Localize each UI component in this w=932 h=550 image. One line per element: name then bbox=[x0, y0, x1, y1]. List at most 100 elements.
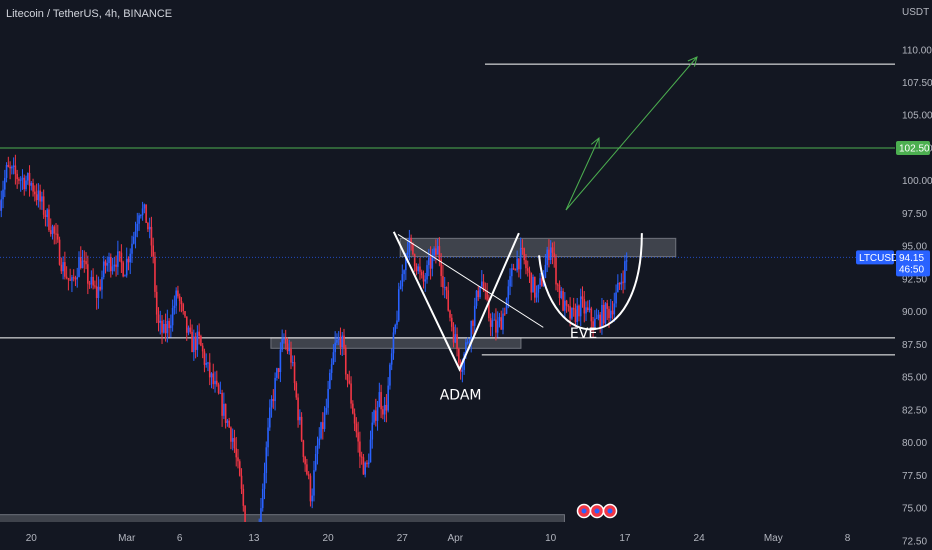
candle-body bbox=[482, 281, 485, 291]
candle-body bbox=[14, 165, 17, 174]
candle-body bbox=[72, 277, 75, 279]
candle-body bbox=[117, 251, 119, 267]
candle-body bbox=[625, 260, 628, 262]
candle-body bbox=[378, 392, 381, 408]
candle-body bbox=[58, 239, 61, 265]
candle-body bbox=[95, 286, 98, 298]
candle-body bbox=[270, 399, 273, 408]
candle-body bbox=[309, 475, 312, 502]
level-badge-label-0: 102.50 bbox=[899, 143, 930, 154]
candle-body bbox=[48, 209, 50, 231]
candle-body bbox=[592, 321, 594, 327]
candle-body bbox=[191, 331, 193, 353]
candle-body bbox=[155, 291, 158, 315]
candle-body bbox=[615, 292, 617, 304]
candle-body bbox=[355, 423, 358, 433]
candle-body bbox=[60, 264, 63, 272]
candle-body bbox=[147, 222, 149, 230]
candle-body bbox=[67, 277, 70, 280]
candle-body bbox=[233, 438, 236, 449]
candle-body bbox=[350, 383, 352, 404]
candle-body bbox=[297, 397, 299, 421]
candle-body bbox=[110, 256, 112, 272]
candle-body bbox=[231, 438, 234, 442]
candle-body bbox=[21, 177, 24, 180]
candle-body bbox=[541, 278, 543, 286]
candle-body bbox=[55, 233, 57, 235]
candle-body bbox=[214, 380, 216, 385]
zone-rect-1 bbox=[270, 337, 522, 349]
candle-body bbox=[514, 269, 517, 271]
candle-body bbox=[205, 362, 207, 365]
candle-body bbox=[353, 413, 356, 424]
candle-body bbox=[51, 226, 54, 235]
candle-body bbox=[150, 226, 153, 246]
candle-body bbox=[198, 331, 200, 336]
y-tick-label-7: 92.50 bbox=[902, 274, 927, 285]
candle-body bbox=[392, 332, 395, 354]
candle-body bbox=[111, 266, 114, 272]
candle-body bbox=[553, 252, 556, 258]
candle-body bbox=[154, 256, 156, 292]
candle-body bbox=[602, 304, 605, 324]
x-tick-label-6: Apr bbox=[448, 533, 464, 544]
event-flag-icon-center-1 bbox=[594, 508, 600, 514]
candle-body bbox=[408, 237, 411, 253]
currency-label: USDT bbox=[902, 7, 929, 18]
candle-body bbox=[530, 272, 533, 293]
candle-body bbox=[618, 282, 621, 285]
x-tick-label-0: 20 bbox=[26, 533, 38, 544]
candle-body bbox=[203, 351, 206, 365]
candle-body bbox=[240, 475, 243, 489]
candle-body bbox=[295, 383, 298, 398]
candle-body bbox=[194, 336, 197, 350]
candle-body bbox=[118, 251, 121, 253]
candle-body bbox=[115, 264, 117, 267]
candle-body bbox=[525, 260, 527, 269]
candle-body bbox=[449, 310, 451, 318]
price-badge bbox=[896, 250, 930, 277]
candle-body bbox=[360, 456, 363, 458]
candle-body bbox=[88, 283, 91, 285]
candle-body bbox=[182, 304, 185, 312]
y-tick-label-10: 85.00 bbox=[902, 373, 927, 384]
candle-body bbox=[279, 349, 282, 373]
y-tick-label-9: 87.50 bbox=[902, 340, 927, 351]
candle-body bbox=[71, 277, 73, 281]
candle-body bbox=[131, 243, 133, 254]
candle-body bbox=[125, 258, 128, 276]
candle-body bbox=[193, 336, 195, 353]
y-tick-label-15: 72.50 bbox=[902, 536, 927, 547]
candle-body bbox=[244, 505, 246, 522]
candle-body bbox=[387, 385, 389, 411]
y-tick-label-12: 80.00 bbox=[902, 438, 927, 449]
level-badge-0 bbox=[896, 140, 930, 155]
candle-body bbox=[548, 249, 550, 261]
candle-body bbox=[417, 266, 419, 272]
candle-body bbox=[34, 191, 36, 195]
candle-body bbox=[493, 319, 495, 321]
annotation-eve: EVE bbox=[570, 326, 597, 342]
candle-body bbox=[410, 237, 412, 243]
candle-body bbox=[30, 183, 33, 186]
candle-body bbox=[339, 337, 342, 348]
candle-body bbox=[281, 339, 283, 350]
candle-body bbox=[503, 313, 506, 315]
event-flag-icon-center-0 bbox=[581, 508, 587, 514]
candle-body bbox=[488, 299, 490, 319]
candle-body bbox=[32, 183, 34, 192]
candle-body bbox=[226, 420, 229, 423]
candle-body bbox=[461, 369, 464, 372]
candle-body bbox=[491, 320, 494, 327]
candle-body bbox=[535, 292, 538, 298]
candle-body bbox=[620, 281, 623, 285]
candle-body bbox=[260, 508, 262, 522]
candle-body bbox=[62, 262, 64, 272]
candle-body bbox=[473, 305, 476, 326]
y-tick-label-14: 75.00 bbox=[902, 504, 927, 515]
candle-body bbox=[46, 209, 48, 218]
candle-body bbox=[166, 320, 169, 334]
candle-body bbox=[528, 270, 531, 273]
candle-body bbox=[322, 422, 324, 429]
